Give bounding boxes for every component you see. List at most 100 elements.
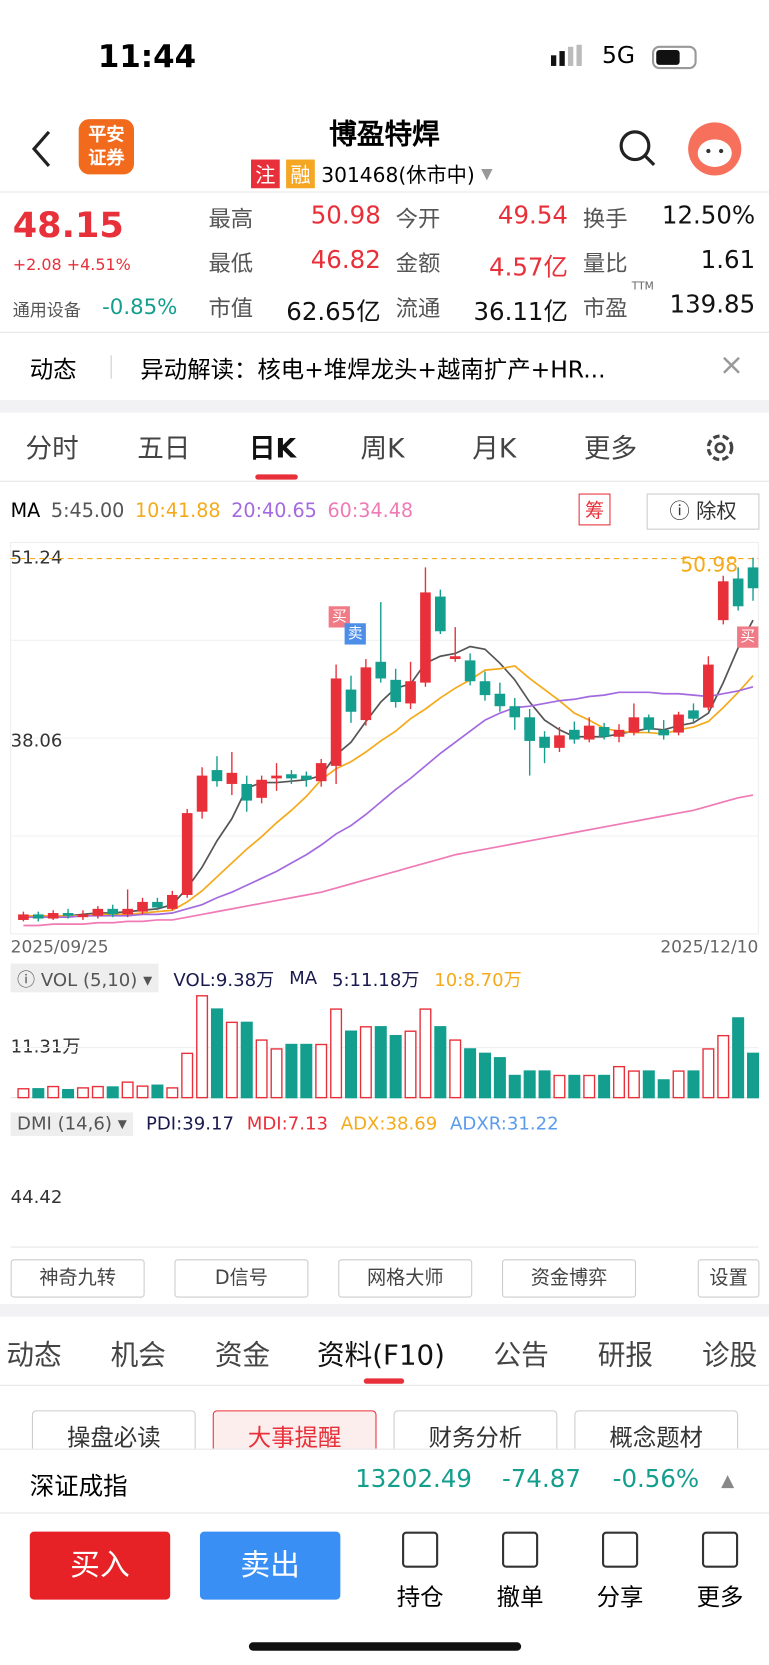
- tool-button[interactable]: 设置: [697, 1259, 760, 1298]
- news-tag: 动态: [29, 357, 77, 384]
- y-tick-label: 38.06: [11, 730, 63, 751]
- candle-body: [137, 901, 148, 912]
- candle-body: [181, 813, 193, 895]
- candle-body: [375, 661, 387, 679]
- badge: 注: [251, 159, 280, 189]
- section-tab[interactable]: 公告: [493, 1340, 549, 1373]
- logo-text: 证券: [88, 147, 125, 170]
- close[interactable]: ×: [718, 346, 744, 382]
- action-icon[interactable]: [402, 1531, 439, 1568]
- candle-body: [673, 714, 684, 733]
- candle-body: [717, 581, 729, 621]
- volume-bar: [17, 1088, 30, 1099]
- caret: ▼: [481, 165, 493, 183]
- candle-body: [658, 729, 670, 736]
- volume-bar: [478, 1052, 492, 1099]
- tool-button[interactable]: 资金博弈: [502, 1259, 637, 1298]
- candle-body: [241, 783, 253, 801]
- vol-legend: 10:8.70万: [434, 970, 522, 992]
- volume-bar: [270, 1048, 283, 1099]
- stat-label: 市值: [208, 295, 254, 322]
- stat-value: 49.54: [497, 202, 568, 230]
- ma-legend: MA 5:45.00 10:41.88 20:40.65 60:34.48: [11, 500, 413, 522]
- candle-body: [569, 729, 580, 740]
- volume-bar: [285, 1043, 298, 1099]
- candle-body: [32, 914, 44, 919]
- ma-line: [23, 619, 754, 917]
- tool-button[interactable]: 网格大师: [338, 1259, 473, 1298]
- caret: ▲: [721, 1469, 735, 1491]
- candle-body: [420, 592, 431, 683]
- period-tab[interactable]: 五日: [137, 432, 191, 464]
- candle-body: [18, 914, 29, 920]
- news-text[interactable]: 异动解读：核电+堆焊龙头+越南扩产+HR...: [140, 357, 606, 384]
- period-tab[interactable]: 分时: [25, 432, 79, 464]
- period-tab[interactable]: 周K: [360, 432, 405, 464]
- stat-value: 1.61: [700, 246, 756, 275]
- volume-bar: [300, 1043, 313, 1099]
- tool-button[interactable]: D信号: [174, 1259, 309, 1298]
- section-tab[interactable]: 资料(F10): [316, 1340, 445, 1373]
- axis: [10, 1246, 759, 1248]
- volume-bar: [47, 1085, 60, 1099]
- candle-body: [166, 894, 178, 909]
- index-value: 13202.49: [355, 1465, 472, 1494]
- period-tab[interactable]: 日K: [248, 432, 297, 464]
- period-tab[interactable]: 更多: [583, 432, 638, 464]
- stat-value: 62.65亿: [286, 298, 381, 327]
- volume-bar: [702, 1048, 715, 1099]
- period-tab[interactable]: 月K: [472, 432, 517, 464]
- price: 48.15: [12, 204, 124, 246]
- back[interactable]: [28, 128, 60, 171]
- action-icon[interactable]: [701, 1531, 739, 1568]
- rights-button[interactable]: ⓘ 除权: [646, 493, 760, 530]
- section-tab[interactable]: 动态: [6, 1340, 62, 1373]
- section-tab[interactable]: 研报: [597, 1340, 654, 1373]
- x-label: 2025/12/10: [660, 938, 758, 958]
- divider: [0, 331, 769, 333]
- volume-bar: [151, 1084, 164, 1099]
- action-label: 持仓: [396, 1584, 444, 1612]
- action-label: 更多: [696, 1584, 744, 1612]
- action-label: 分享: [596, 1584, 644, 1612]
- volume-bar: [687, 1070, 700, 1099]
- volume-bar: [657, 1079, 670, 1099]
- buy-button[interactable]: 买入: [29, 1531, 171, 1600]
- volume-bar: [106, 1086, 119, 1099]
- search[interactable]: [617, 128, 660, 171]
- candle-body: [152, 901, 163, 908]
- broker-logo: 平安 证券: [78, 119, 135, 175]
- stat-value: 36.11亿: [473, 298, 568, 327]
- volume-bar: [240, 1021, 253, 1099]
- volume-bar: [449, 1039, 462, 1099]
- candle-body: [405, 681, 416, 704]
- index-bar[interactable]: [0, 1448, 769, 1514]
- action-icon[interactable]: [502, 1531, 539, 1568]
- section-tab[interactable]: 诊股: [701, 1340, 758, 1373]
- candle-body: [479, 681, 491, 696]
- rights-text: 除权: [696, 499, 737, 524]
- volume-bar: [166, 1087, 179, 1099]
- volume-bar: [583, 1074, 596, 1099]
- dmi-legend: MDI:7.13: [246, 1113, 328, 1135]
- section-tab[interactable]: 资金: [214, 1340, 271, 1373]
- candle-body: [107, 908, 119, 915]
- vol-legend: ⓘ VOL (5,10) ▾ VOL:9.38万 MA 5:11.18万 10:8.70…: [10, 963, 522, 993]
- vol-legend: VOL:9.38万: [173, 970, 275, 992]
- candle-body: [47, 913, 59, 919]
- avatar[interactable]: [687, 121, 742, 176]
- action-icon[interactable]: [601, 1531, 639, 1568]
- action-label: 撤单: [496, 1584, 544, 1612]
- sell-button[interactable]: 卖出: [199, 1531, 341, 1600]
- trade-tag-bg: [737, 626, 759, 648]
- candle-body: [92, 908, 104, 916]
- tool-button[interactable]: 神奇九转: [10, 1259, 145, 1298]
- index-pct: -0.56%: [612, 1465, 700, 1494]
- settings[interactable]: [702, 430, 738, 466]
- badge: 融: [286, 159, 315, 189]
- candle-body: [732, 578, 744, 607]
- section-tab[interactable]: 机会: [110, 1340, 166, 1373]
- chip-button[interactable]: 筹: [578, 493, 611, 526]
